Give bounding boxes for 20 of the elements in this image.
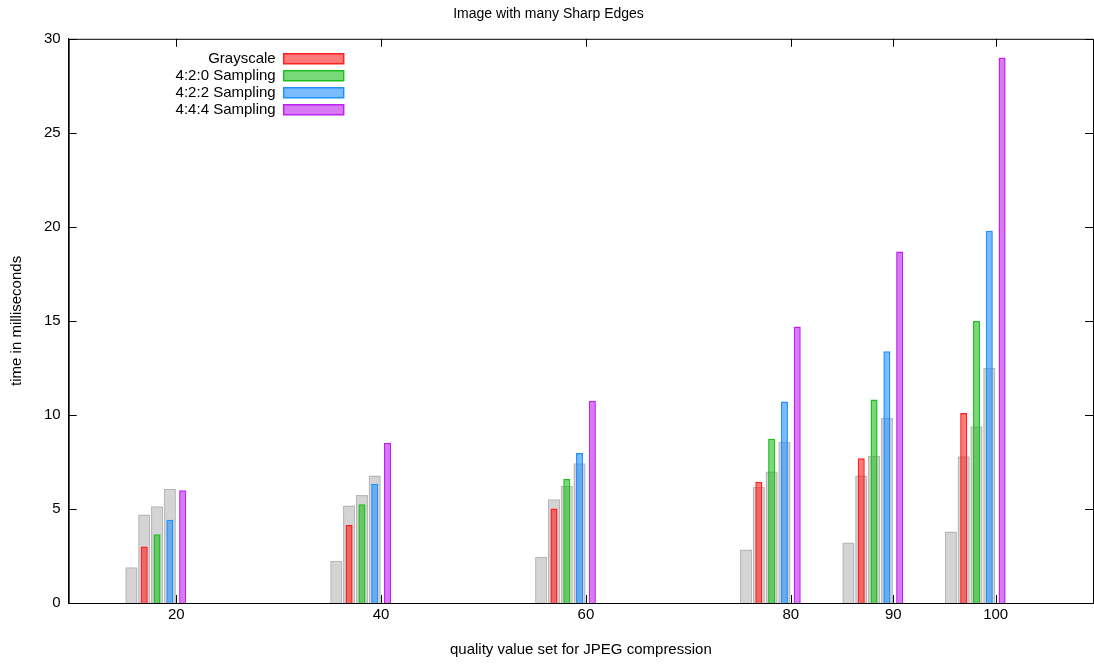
y-tick-label: 0: [52, 593, 61, 611]
x-tick-label: 20: [167, 605, 185, 623]
x-tick-label: 40: [372, 605, 390, 623]
legend-label: 4:4:4 Sampling: [175, 99, 276, 117]
y-tick-label: 15: [44, 311, 61, 329]
x-tick-label: 60: [577, 605, 595, 623]
legend-label: 4:2:0 Sampling: [175, 65, 276, 83]
legend-label: 4:2:2 Sampling: [175, 82, 276, 100]
x-axis-title: quality value set for JPEG compression: [449, 640, 712, 658]
y-tick-label: 5: [52, 499, 61, 517]
y-tick-label: 10: [44, 405, 61, 423]
legend-label: Grayscale: [208, 48, 276, 66]
y-tick-label: 25: [44, 122, 61, 140]
x-tick-label: 80: [782, 605, 800, 623]
y-axis-title: time in milliseconds: [7, 255, 25, 386]
x-tick-label: 100: [983, 605, 1009, 623]
y-tick-label: 20: [44, 217, 61, 235]
x-tick-label: 90: [884, 605, 902, 623]
chart-title: Image with many Sharp Edges: [453, 5, 644, 22]
y-tick-label: 30: [44, 28, 61, 46]
